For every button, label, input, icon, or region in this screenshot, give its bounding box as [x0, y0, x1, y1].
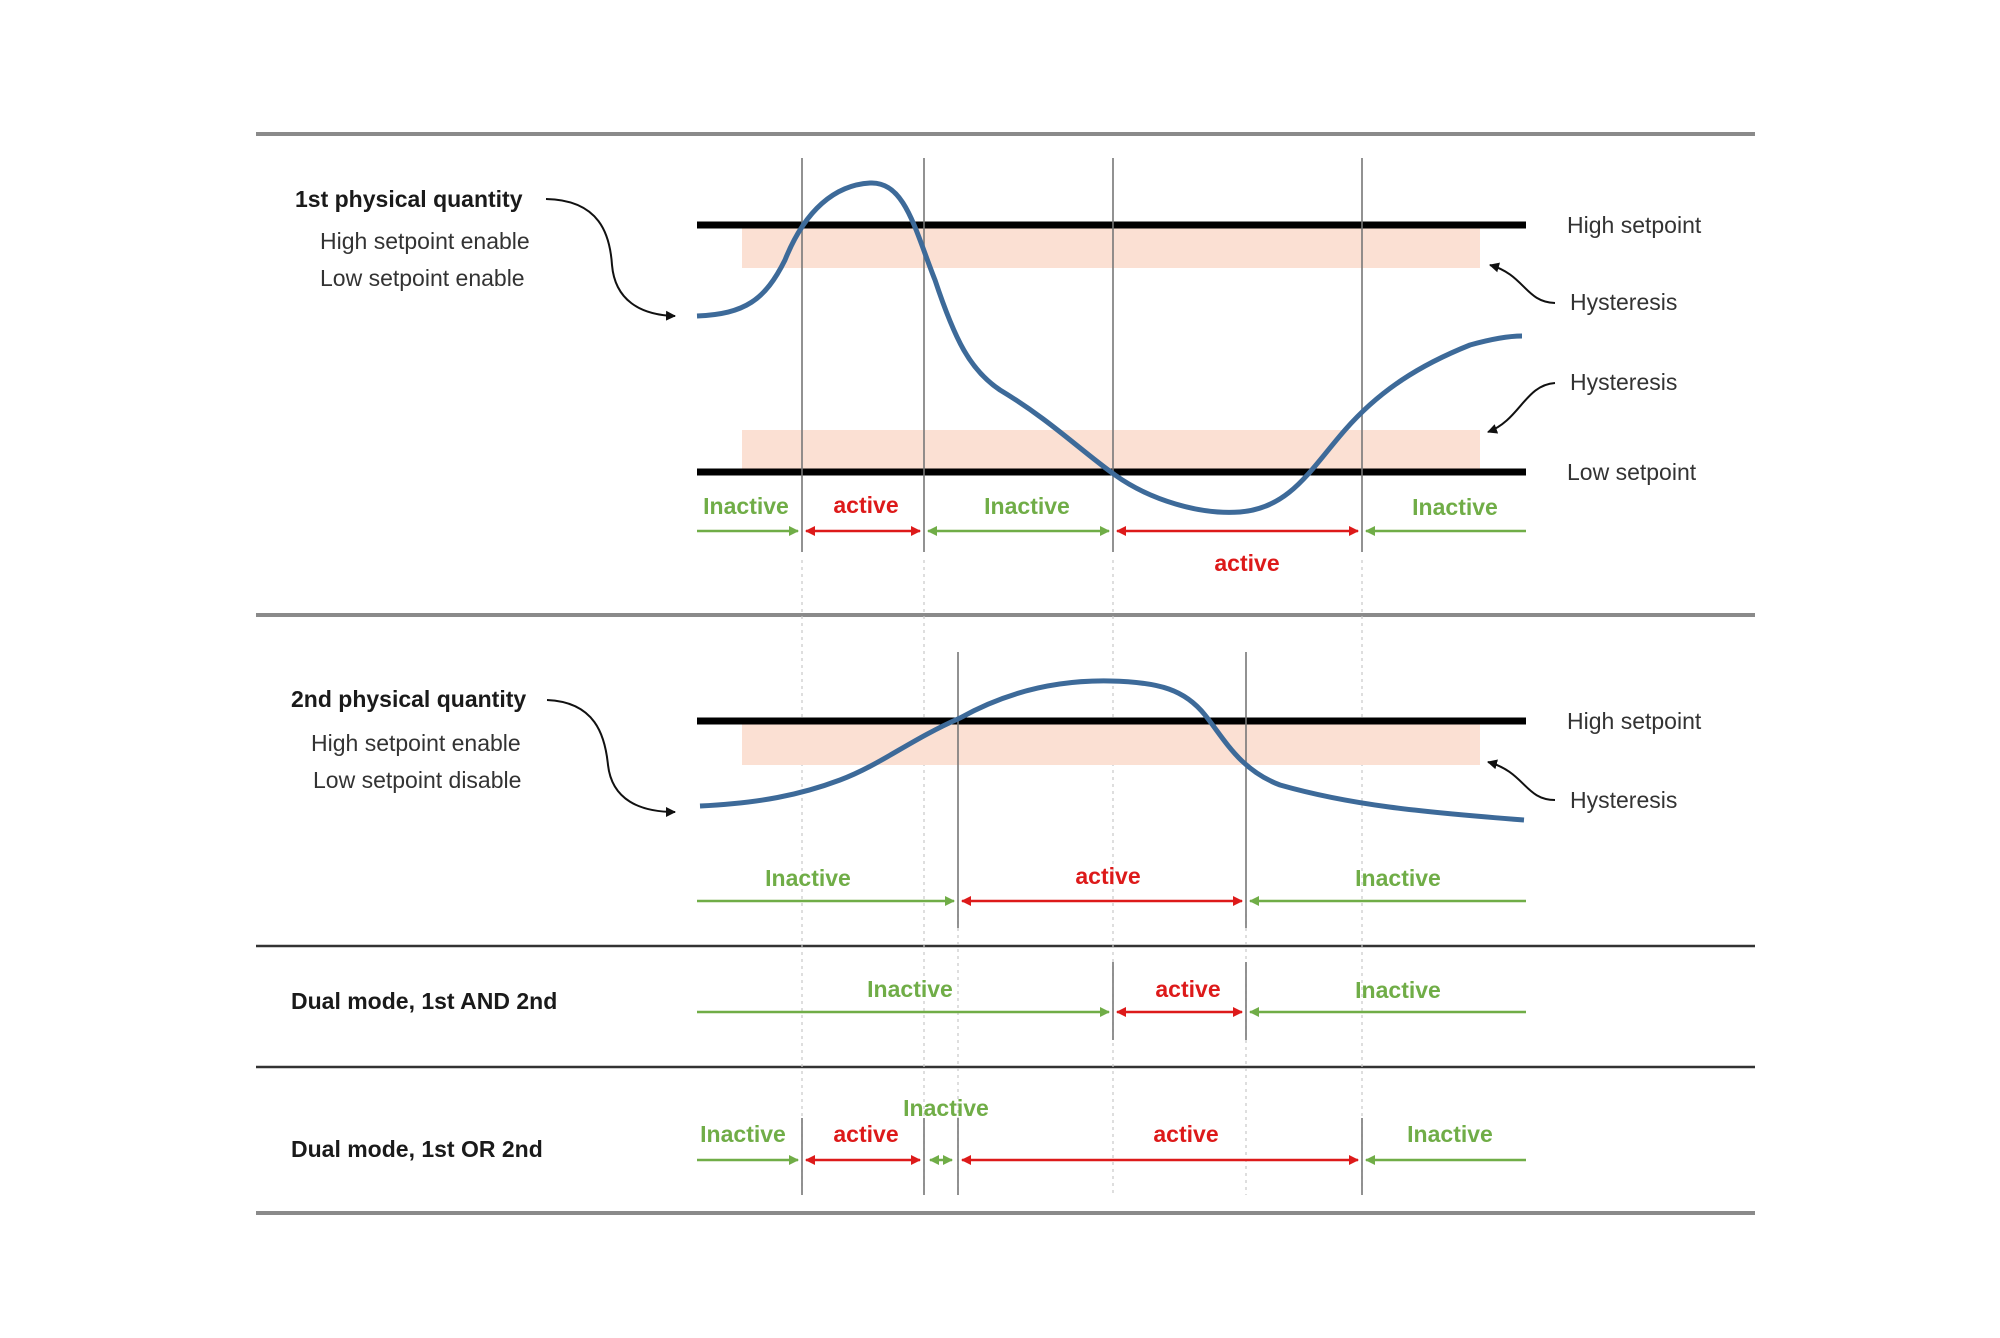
state-label: Inactive [903, 1095, 989, 1121]
state-label: Inactive [700, 1121, 786, 1147]
hysteresis-band-high-2 [742, 723, 1480, 765]
state-label: Inactive [703, 493, 789, 519]
first-line2: Low setpoint enable [320, 265, 525, 291]
signal-curve-1 [696, 180, 1523, 515]
hysteresis-lower-label-1: Hysteresis [1570, 369, 1677, 395]
state-label: Inactive [984, 493, 1070, 519]
state-label: active [833, 1121, 898, 1147]
hysteresis-arrow-2 [1487, 759, 1556, 801]
state-label: Inactive [1355, 865, 1441, 891]
and-mode-title: Dual mode, 1st AND 2nd [291, 988, 557, 1014]
low-setpoint-label-1: Low setpoint [1567, 459, 1697, 485]
hysteresis-band-low-1 [742, 430, 1480, 470]
hysteresis-upper-label-1: Hysteresis [1570, 289, 1677, 315]
state-label: active [1075, 863, 1140, 889]
second-line2: Low setpoint disable [313, 767, 521, 793]
hysteresis-upper-arrow-1 [1489, 262, 1556, 304]
state-label: active [833, 492, 898, 518]
pointer-arrow-1 [545, 198, 676, 321]
hysteresis-lower-arrow-1 [1487, 382, 1556, 434]
signal-curve-2 [699, 678, 1525, 823]
state-label: active [1155, 976, 1220, 1002]
state-row-second: Inactive active Inactive [697, 863, 1526, 906]
state-label: Inactive [1407, 1121, 1493, 1147]
state-label: active [1214, 550, 1279, 576]
hysteresis-label-2: Hysteresis [1570, 787, 1677, 813]
state-label: Inactive [1355, 977, 1441, 1003]
panel-and-mode: Dual mode, 1st AND 2nd Inactive active I… [291, 962, 1526, 1040]
second-title: 2nd physical quantity [291, 686, 526, 712]
panel-first: 1st physical quantity High setpoint enab… [295, 158, 1702, 576]
high-setpoint-label-1: High setpoint [1567, 212, 1702, 238]
guide-lines [801, 560, 1363, 1195]
first-title: 1st physical quantity [295, 186, 523, 212]
state-label: Inactive [765, 865, 851, 891]
first-line1: High setpoint enable [320, 228, 530, 254]
or-mode-title: Dual mode, 1st OR 2nd [291, 1136, 543, 1162]
pointer-arrow-2 [546, 699, 676, 817]
state-label: Inactive [1412, 494, 1498, 520]
state-row-first: Inactive active Inactive active Inactive [697, 492, 1526, 576]
panel-second: 2nd physical quantity High setpoint enab… [291, 652, 1702, 928]
panel-or-mode: Dual mode, 1st OR 2nd Inactive active In… [291, 1095, 1526, 1195]
state-label: Inactive [867, 976, 953, 1002]
high-setpoint-label-2: High setpoint [1567, 708, 1702, 734]
hysteresis-band-high-1 [742, 228, 1480, 268]
second-line1: High setpoint enable [311, 730, 521, 756]
state-label: active [1153, 1121, 1218, 1147]
